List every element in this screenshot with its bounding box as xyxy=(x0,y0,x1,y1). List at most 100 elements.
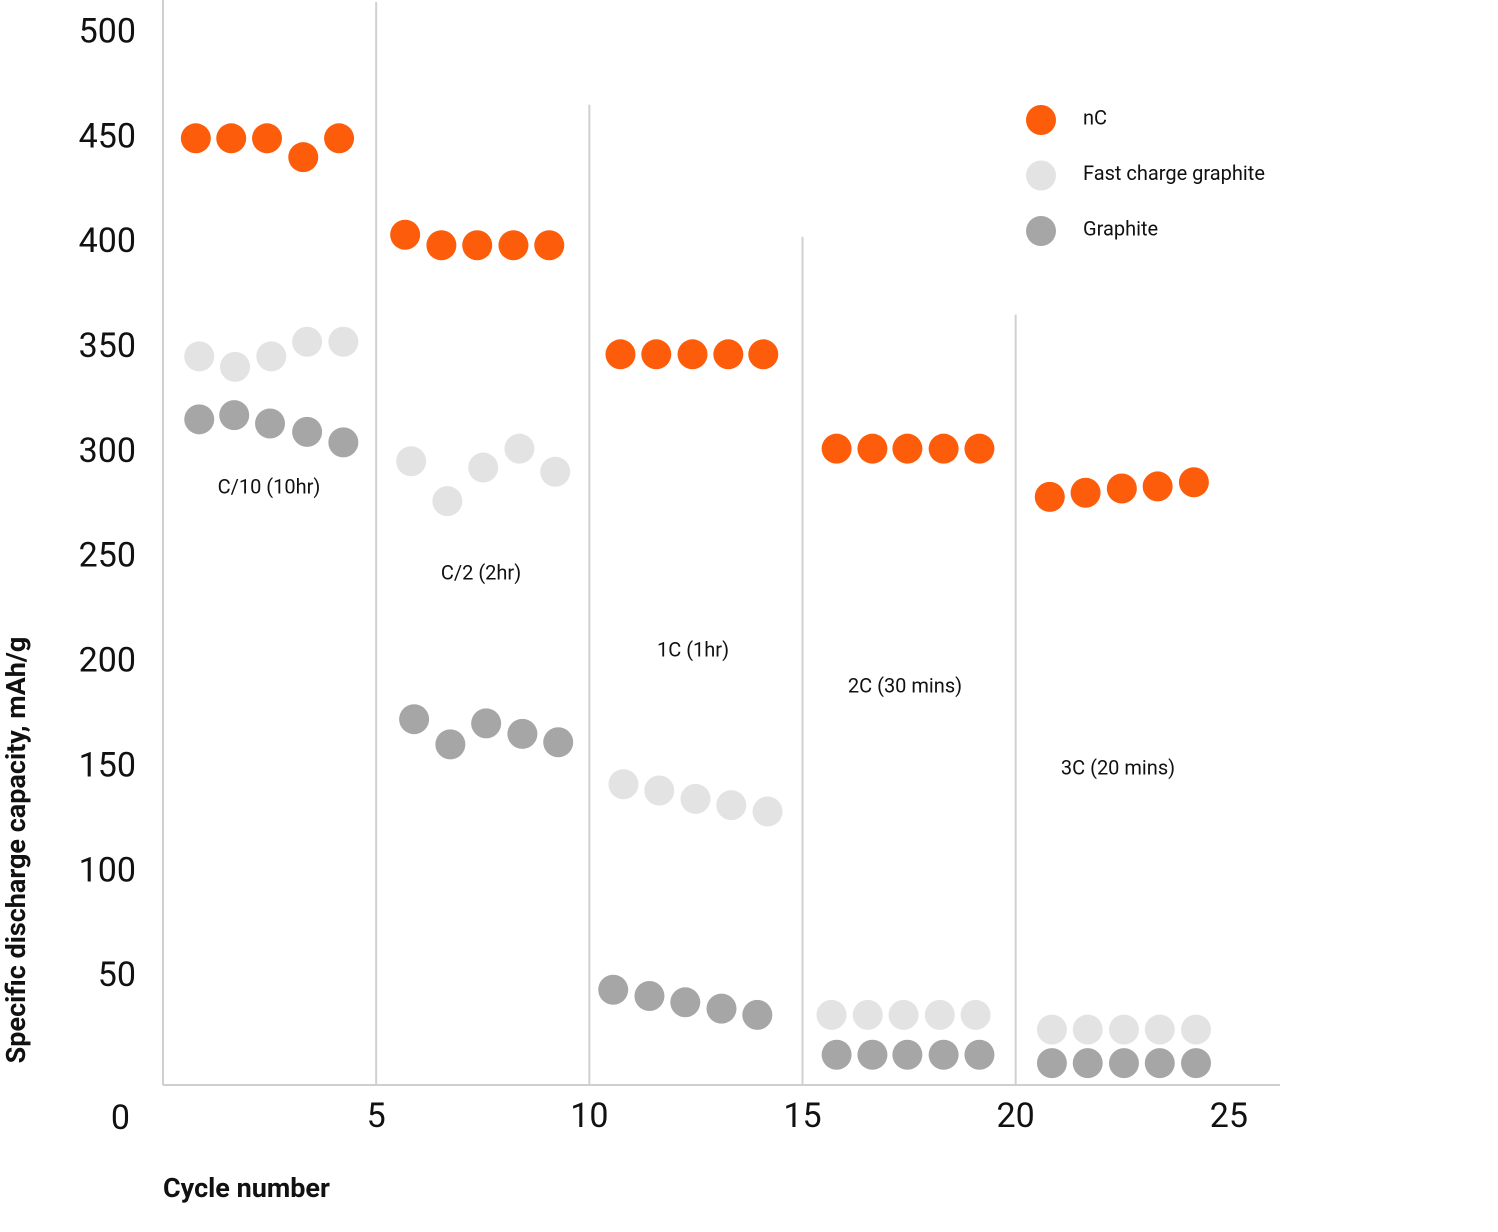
data-point xyxy=(498,230,529,261)
y-tick-label: 450 xyxy=(79,116,136,156)
phase-annotation: 1C (1hr) xyxy=(657,637,729,661)
data-point xyxy=(821,433,852,464)
data-point xyxy=(1072,1048,1103,1079)
y-tick-label: 50 xyxy=(98,955,136,995)
data-point xyxy=(471,708,502,739)
phase-annotation: C/10 (10hr) xyxy=(218,474,321,498)
data-point xyxy=(462,230,493,261)
y-tick-label: 100 xyxy=(79,850,136,890)
legend-marker xyxy=(1026,160,1056,191)
phase-annotation: 2C (30 mins) xyxy=(848,673,962,697)
data-point xyxy=(543,727,574,758)
data-point xyxy=(928,1039,959,1070)
data-point xyxy=(324,123,355,154)
data-point xyxy=(288,142,319,173)
data-point xyxy=(964,433,995,464)
data-point xyxy=(292,416,323,447)
data-point xyxy=(1106,473,1137,504)
x-tick-label: 20 xyxy=(997,1096,1035,1136)
data-point xyxy=(964,1039,995,1070)
y-tick-label: 250 xyxy=(79,536,136,576)
data-point xyxy=(426,230,457,261)
data-point xyxy=(598,974,629,1005)
y-tick-label: 500 xyxy=(79,11,136,51)
data-point xyxy=(540,456,571,487)
x-tick-label: 5 xyxy=(367,1096,386,1136)
data-point xyxy=(1070,477,1101,508)
data-point xyxy=(1144,1014,1175,1045)
data-point xyxy=(857,433,888,464)
data-point xyxy=(605,339,636,370)
data-point xyxy=(924,999,955,1030)
legend-marker xyxy=(1026,216,1056,246)
data-point xyxy=(390,219,421,250)
y-tick-label: 0 xyxy=(111,1098,130,1138)
legend-label: Fast charge graphite xyxy=(1083,161,1265,185)
data-point xyxy=(184,404,215,435)
data-point xyxy=(677,339,708,370)
data-point xyxy=(396,446,427,477)
data-point xyxy=(1108,1048,1139,1079)
phase-annotation: C/2 (2hr) xyxy=(441,560,521,584)
data-point xyxy=(180,123,211,154)
data-point xyxy=(399,704,430,735)
data-point xyxy=(534,230,565,261)
data-point xyxy=(928,433,959,464)
data-point xyxy=(1034,481,1065,512)
data-point xyxy=(292,326,323,357)
data-point xyxy=(432,486,463,517)
phase-annotation: 3C (20 mins) xyxy=(1061,755,1175,779)
legend-marker xyxy=(1026,105,1056,135)
data-point xyxy=(328,326,359,357)
data-point xyxy=(504,433,535,464)
data-point xyxy=(1108,1014,1139,1045)
data-point xyxy=(644,775,675,806)
data-point xyxy=(252,123,283,154)
data-point xyxy=(220,351,251,382)
data-point xyxy=(1178,467,1209,498)
data-point xyxy=(1036,1048,1067,1079)
data-point xyxy=(888,999,919,1030)
data-point xyxy=(435,729,466,760)
y-axis-title: Specific discharge capacity, mAh/g xyxy=(0,637,32,1064)
data-point xyxy=(742,999,773,1030)
data-point xyxy=(1036,1014,1067,1045)
data-point xyxy=(821,1039,852,1070)
data-point xyxy=(641,339,672,370)
data-point xyxy=(892,433,923,464)
data-point xyxy=(184,341,215,372)
data-point xyxy=(752,796,783,827)
legend-label: nC xyxy=(1083,105,1107,129)
x-axis-title: Cycle number xyxy=(163,1172,330,1204)
data-point xyxy=(219,400,250,431)
data-point xyxy=(328,427,359,458)
data-point xyxy=(216,123,247,154)
data-point xyxy=(892,1039,923,1070)
y-tick-label: 150 xyxy=(79,745,136,785)
data-point xyxy=(1181,1048,1212,1079)
data-point xyxy=(468,452,499,483)
legend-label: Graphite xyxy=(1083,216,1158,240)
data-point xyxy=(816,999,847,1030)
y-tick-label: 200 xyxy=(79,641,136,681)
y-tick-label: 300 xyxy=(79,431,136,471)
data-point xyxy=(1072,1014,1103,1045)
data-point xyxy=(634,981,665,1012)
data-point xyxy=(852,999,883,1030)
data-point xyxy=(713,339,744,370)
data-point xyxy=(255,408,286,439)
data-point xyxy=(507,718,538,749)
data-point xyxy=(748,339,779,370)
data-point xyxy=(1144,1048,1175,1079)
x-tick-label: 25 xyxy=(1210,1096,1248,1136)
data-point xyxy=(608,769,639,800)
data-point xyxy=(716,790,747,821)
x-tick-label: 10 xyxy=(570,1096,608,1136)
data-point xyxy=(1181,1014,1212,1045)
y-tick-label: 400 xyxy=(79,221,136,261)
data-point xyxy=(256,341,287,372)
y-tick-label: 350 xyxy=(79,326,136,366)
x-tick-label: 15 xyxy=(783,1096,821,1136)
